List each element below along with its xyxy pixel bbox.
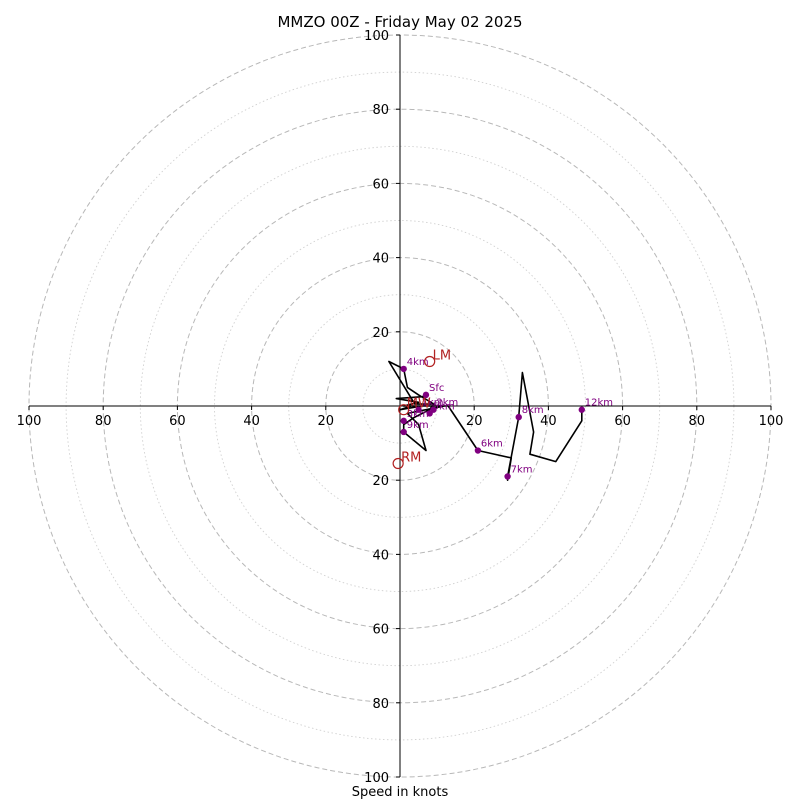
x-tick-label: 20: [318, 414, 335, 429]
storm-motion-markers: LM MW RM: [392, 348, 451, 470]
x-tick-label: 100: [17, 414, 42, 429]
height-label: 1km: [422, 398, 444, 409]
x-tick-label: 100: [759, 414, 784, 429]
height-point: [578, 406, 585, 413]
x-tick-label: 40: [243, 414, 260, 429]
y-tick-label: 100: [364, 29, 389, 44]
height-point: [400, 365, 407, 373]
chart-title: MMZO 00Z - Friday May 02 2025: [277, 13, 522, 31]
height-label: 9km: [407, 420, 429, 431]
height-point: [400, 428, 407, 436]
x-tick-label: 80: [95, 414, 112, 429]
y-tick-label: 40: [372, 548, 389, 563]
height-point: [400, 417, 407, 425]
height-point: [474, 447, 482, 454]
height-point: [515, 413, 522, 421]
height-point: [422, 391, 430, 399]
storm-motion-label: LM: [433, 348, 451, 363]
x-tick-label: 20: [466, 414, 483, 429]
height-label: 4km: [407, 357, 429, 368]
height-label: 8km: [522, 405, 544, 416]
y-tick-label: 40: [372, 252, 389, 267]
height-label: 6km: [481, 439, 503, 450]
y-tick-label: 20: [372, 474, 389, 489]
height-label: Sfc: [429, 383, 444, 394]
y-tick-label: 20: [372, 326, 389, 341]
y-tick-label: 60: [372, 177, 389, 192]
height-label: 12km: [585, 398, 613, 409]
y-tick-label: 60: [372, 623, 389, 638]
height-label: 3km: [407, 409, 429, 420]
x-tick-label: 80: [689, 414, 706, 429]
height-point: [415, 406, 422, 413]
storm-motion-point: [392, 457, 404, 470]
storm-motion-label: MW: [407, 397, 431, 412]
height-point: [504, 473, 511, 480]
height-label: 7km: [511, 464, 533, 475]
storm-motion-point: [424, 355, 436, 368]
x-tick-label: 40: [540, 414, 557, 429]
y-tick-label: 80: [372, 697, 389, 712]
tick-labels: 100 80 60 40 20 20 40 60 80 100 100 80 60 40 20 20 40 60 8…: [17, 29, 784, 786]
height-label: 5km: [433, 401, 455, 412]
y-tick-label: 80: [372, 103, 389, 118]
x-tick-label: 60: [169, 414, 186, 429]
height-point: [426, 410, 433, 417]
y-tick-label: 100: [364, 771, 389, 786]
height-label: 2km: [436, 398, 458, 409]
storm-motion-point: [398, 404, 410, 416]
x-tick-label: 60: [614, 414, 631, 429]
storm-motion-label: RM: [401, 451, 421, 466]
x-axis-label: Speed in knots: [352, 785, 449, 800]
